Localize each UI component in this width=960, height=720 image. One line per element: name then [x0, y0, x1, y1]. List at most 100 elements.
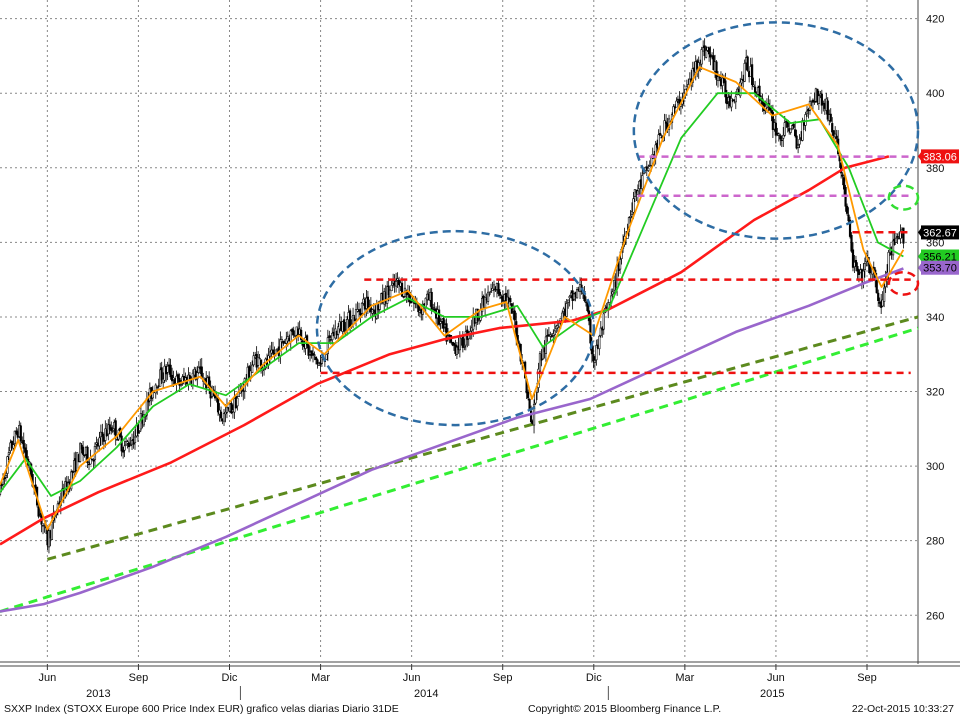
candle-body — [50, 521, 54, 540]
x-tick-label: Sep — [493, 672, 513, 684]
candle-body — [691, 68, 694, 83]
candle-body — [432, 307, 435, 309]
candle-body — [123, 445, 126, 451]
candle-body — [659, 132, 662, 136]
x-year-label: 2014 — [414, 688, 438, 700]
candle-body — [326, 337, 329, 355]
candle-body — [724, 80, 727, 98]
candle-body — [602, 313, 605, 330]
candle-body — [282, 340, 285, 344]
candle-body — [664, 121, 668, 124]
candle-body — [527, 391, 530, 399]
candle-body — [252, 355, 255, 366]
candle-body — [753, 86, 757, 94]
candle-body — [841, 174, 844, 177]
pattern-ellipse — [887, 184, 920, 211]
candle-body — [313, 354, 316, 356]
candle-body — [883, 287, 886, 302]
candle-body — [37, 506, 40, 517]
y-tick-label: 380 — [926, 163, 944, 175]
candle-body — [4, 475, 8, 478]
candle-body — [142, 414, 145, 426]
candle-body — [397, 280, 401, 286]
candle-body — [300, 329, 303, 340]
candle-body — [311, 353, 315, 356]
candle-body — [798, 139, 801, 145]
candle-body — [758, 85, 761, 101]
candle-body — [854, 259, 858, 267]
pattern-ellipse — [632, 21, 920, 240]
candle-body — [826, 100, 829, 120]
candle-body — [337, 326, 340, 335]
candle-body — [593, 360, 596, 363]
candle-body — [685, 85, 688, 90]
candle-body — [402, 296, 405, 298]
candle-body — [378, 300, 381, 310]
candle-body — [743, 63, 746, 82]
price-label-box — [921, 260, 959, 275]
candle-body — [394, 281, 398, 287]
candle-body — [774, 122, 777, 136]
pattern-ellipse — [315, 229, 596, 427]
y-tick-label: 420 — [926, 14, 944, 26]
candle-body — [902, 227, 905, 244]
candle-body — [538, 353, 542, 372]
candle-body — [779, 135, 782, 140]
candle-body — [805, 110, 809, 114]
price-label-value: 362.67 — [923, 227, 957, 239]
candle-body — [172, 377, 175, 380]
candle-body — [486, 291, 490, 302]
candle-body — [497, 283, 500, 294]
candle-body — [197, 366, 200, 373]
candle-body — [257, 356, 260, 366]
candle-body — [850, 234, 853, 252]
candle-body — [7, 452, 11, 456]
y-tick-label: 300 — [926, 461, 944, 473]
candle-body — [842, 177, 846, 190]
candle-body — [316, 359, 319, 365]
candle-body — [12, 444, 15, 449]
candle-body — [87, 463, 91, 466]
candle-body — [707, 47, 711, 55]
candle-body — [632, 198, 635, 213]
candle-body — [178, 378, 181, 386]
candle-body — [794, 129, 797, 137]
price-label-value: 356.21 — [923, 252, 957, 264]
candle-body — [489, 291, 493, 293]
candle-body — [463, 346, 466, 348]
candle-body — [331, 332, 334, 341]
x-year-label: 2015 — [760, 688, 784, 700]
candle-body — [672, 106, 675, 116]
y-tick-label: 280 — [926, 536, 944, 548]
candle-body — [291, 328, 294, 332]
candle-body — [230, 402, 233, 414]
candle-body — [894, 237, 898, 243]
candle-body — [476, 308, 479, 322]
candle-body — [30, 463, 33, 477]
price-label-value: 353.70 — [923, 263, 957, 275]
candle-body — [630, 210, 634, 216]
candle-body — [513, 310, 516, 321]
candle-body — [829, 113, 832, 122]
candle-body — [599, 327, 602, 336]
candle-body — [804, 114, 807, 126]
candle-body — [354, 309, 358, 320]
candle-body — [389, 289, 392, 298]
candle-body — [188, 375, 191, 380]
candle-body — [24, 447, 27, 453]
price-label-box — [921, 249, 959, 264]
candle-body — [396, 278, 399, 281]
plot-area — [0, 0, 918, 660]
candle-body — [636, 190, 639, 195]
candle-body — [797, 144, 800, 148]
candle-body — [390, 284, 393, 292]
trendline — [0, 326, 919, 613]
x-tick-label: Jun — [767, 672, 785, 684]
candle-body — [41, 525, 45, 527]
y-tick-label: 260 — [926, 610, 944, 622]
candle-body — [343, 319, 346, 332]
candle-body — [877, 292, 880, 301]
x-year-label: 2013 — [86, 688, 110, 700]
candle-body — [783, 122, 786, 136]
